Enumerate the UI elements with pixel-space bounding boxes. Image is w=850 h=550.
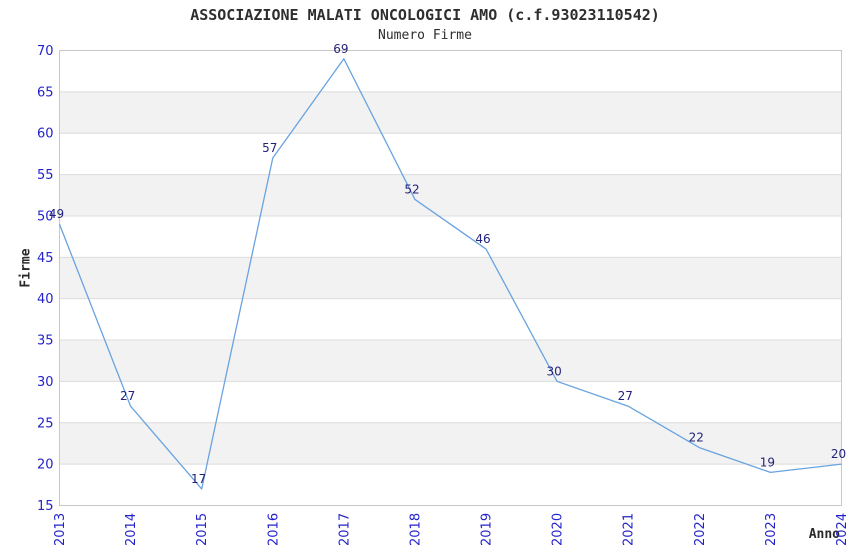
y-tick-label: 35 (37, 334, 54, 349)
series-line (58, 58, 842, 490)
alt-band (59, 257, 842, 299)
y-tick-label: 20 (37, 458, 54, 473)
y-tick-label: 30 (37, 375, 54, 390)
alt-band (59, 422, 842, 465)
x-tick-label: 2017 (337, 513, 352, 546)
x-tick-label: 2013 (53, 513, 68, 546)
x-tick-label: 2014 (124, 513, 139, 546)
x-tick-label: 2023 (764, 513, 779, 546)
x-axis-title: Anno (808, 527, 840, 542)
x-tick-label: 2022 (693, 513, 708, 546)
data-label: 27 (618, 389, 633, 403)
x-tick-label: 2024 (835, 513, 850, 546)
y-tick-label: 15 (37, 499, 54, 514)
y-tick-label: 50 (37, 209, 54, 224)
plot-border (59, 50, 842, 506)
y-tick-label: 40 (37, 292, 54, 307)
chart-subtitle: Numero Firme (378, 28, 472, 43)
data-label: 19 (760, 455, 775, 469)
alt-band (59, 174, 842, 216)
data-label: 17 (191, 472, 206, 486)
y-tick-label: 60 (37, 127, 54, 142)
x-tick-label: 2020 (551, 513, 566, 546)
data-label: 20 (831, 447, 846, 461)
data-label: 52 (404, 182, 419, 196)
alt-band (59, 91, 842, 134)
data-label: 30 (546, 364, 561, 378)
y-tick-label: 25 (37, 416, 54, 431)
x-tick-label: 2018 (408, 513, 423, 546)
data-label: 22 (689, 431, 704, 445)
data-label: 27 (120, 389, 135, 403)
data-label: 69 (333, 42, 348, 56)
data-label: 46 (475, 232, 490, 246)
x-tick-label: 2016 (266, 513, 281, 546)
x-tick-label: 2019 (480, 513, 495, 546)
alt-band (59, 340, 842, 382)
data-label: 57 (262, 141, 277, 155)
chart-title: ASSOCIAZIONE MALATI ONCOLOGICI AMO (c.f.… (190, 6, 660, 24)
x-tick-label: 2015 (195, 513, 210, 546)
y-tick-label: 55 (37, 168, 54, 183)
y-tick-label: 70 (37, 44, 54, 59)
y-tick-label: 45 (37, 251, 54, 266)
y-tick-label: 65 (37, 85, 54, 100)
x-tick-label: 2021 (622, 513, 637, 546)
data-label: 49 (49, 207, 64, 221)
